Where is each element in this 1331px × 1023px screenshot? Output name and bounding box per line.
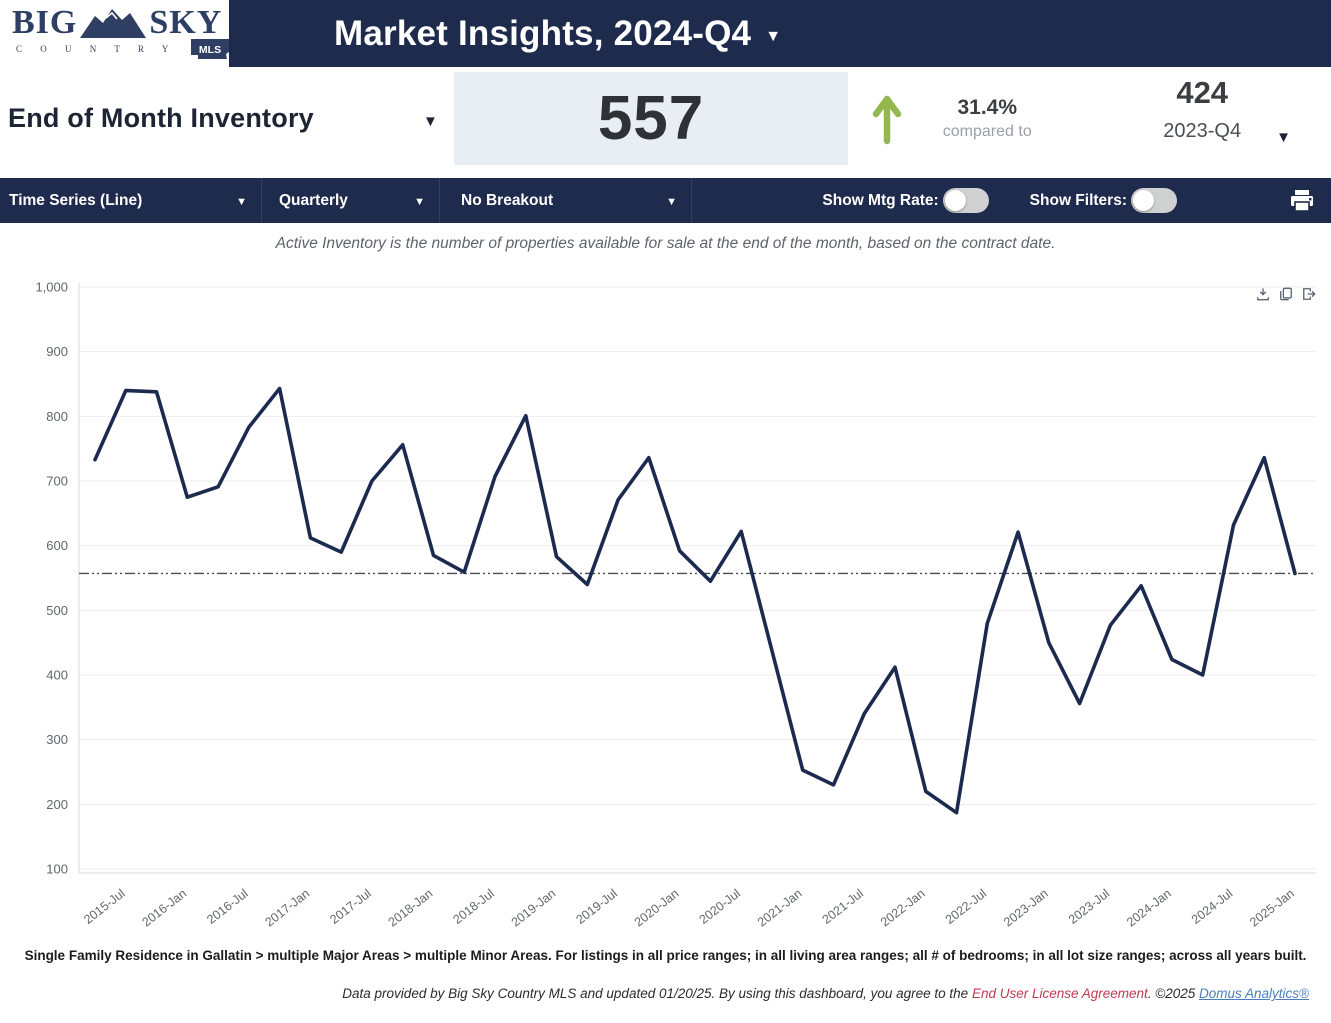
inventory-series-line: [93, 386, 1297, 815]
x-tick-label: 2019-Jan: [509, 886, 559, 929]
svg-text:MLS: MLS: [199, 44, 221, 56]
inventory-chart: 1,000 900 800 700 600 500 400 300 200 100 2015-Jul…: [0, 265, 1331, 940]
show-filters-group: Show Filters:: [1030, 188, 1177, 213]
x-tick-label: 2017-Jul: [327, 886, 373, 927]
logo-word-big: BIG: [12, 4, 78, 41]
x-tick-label: 2021-Jul: [820, 886, 866, 927]
y-tick-label: 1,000: [35, 280, 68, 295]
chevron-down-icon: ▼: [666, 195, 677, 208]
logo-word-sky: SKY: [149, 4, 223, 41]
chart-type-label: Time Series (Line): [9, 191, 143, 209]
frequency-label: Quarterly: [279, 191, 348, 209]
toolbar: Time Series (Line) ▼ Quarterly ▼ No Brea…: [0, 178, 1331, 223]
show-filters-toggle[interactable]: [1131, 188, 1177, 213]
metric-name: End of Month Inventory: [8, 103, 314, 133]
show-mtg-rate-label: Show Mtg Rate:: [822, 191, 939, 209]
domus-analytics-link[interactable]: Domus Analytics®: [1199, 986, 1309, 1001]
y-tick-label: 700: [46, 474, 68, 489]
eula-link[interactable]: End User License Agreement: [971, 986, 1148, 1001]
credit-text: Data provided by Big Sky Country MLS and…: [342, 986, 972, 1001]
filters-summary: Single Family Residence in Gallatin > mu…: [24, 947, 1307, 963]
y-tick-label: 500: [46, 603, 68, 618]
x-tick-label: 2022-Jul: [943, 886, 989, 927]
y-tick-label: 900: [46, 344, 68, 359]
breakout-select[interactable]: No Breakout ▼: [440, 178, 692, 223]
x-tick-label: 2024-Jan: [1124, 886, 1174, 929]
y-tick-label: 600: [46, 538, 68, 553]
show-filters-label: Show Filters:: [1029, 191, 1127, 209]
comparison-value: 424: [1176, 75, 1229, 110]
logo-subrow: C O U N T R Y MLS: [12, 38, 230, 60]
x-tick-label: 2017-Jan: [263, 886, 313, 929]
credit-text: . ©2025: [1147, 986, 1200, 1001]
breakout-label: No Breakout: [461, 191, 554, 209]
current-value: 557: [597, 84, 705, 153]
show-mtg-rate-group: Show Mtg Rate:: [822, 188, 989, 213]
copy-icon[interactable]: [1279, 287, 1293, 301]
x-tick-label: 2019-Jul: [574, 886, 620, 927]
x-tick-label: 2016-Jul: [204, 886, 250, 927]
logo-wordmark: BIG SKY: [12, 6, 229, 40]
trend-indicator: 31.4% compared to: [872, 93, 1066, 145]
x-tick-label: 2020-Jul: [697, 886, 743, 927]
comparison-block: 424 2023-Q4: [1128, 67, 1276, 143]
y-tick-label: 200: [46, 797, 68, 812]
x-tick-label: 2023-Jul: [1066, 886, 1112, 927]
metric-dropdown-caret-icon: ▼: [423, 113, 438, 130]
chart-action-buttons: [1256, 287, 1316, 301]
x-tick-label: 2023-Jan: [1001, 886, 1051, 929]
x-tick-label: 2022-Jan: [878, 886, 928, 929]
footer-filters-row: Single Family Residence in Gallatin > mu…: [0, 940, 1331, 970]
current-value-box: 557: [453, 72, 849, 165]
compared-to-label: compared to: [942, 123, 1032, 140]
toggle-knob: [1133, 190, 1154, 211]
toggle-knob: [944, 190, 966, 211]
header: BIG SKY C O U N T R Y MLS Market Insight…: [0, 0, 1331, 67]
y-tick-label: 800: [46, 409, 68, 424]
x-tick-label: 2018-Jan: [386, 886, 436, 929]
y-tick-label: 400: [46, 668, 68, 683]
inventory-line-chart-canvas[interactable]: 1,000 900 800 700 600 500 400 300 200 100 2015-Jul…: [0, 265, 1331, 940]
show-mtg-rate-toggle[interactable]: [942, 188, 989, 213]
footer-credit-row: Data provided by Big Sky Country MLS and…: [0, 970, 1331, 1023]
export-icon[interactable]: [1302, 287, 1316, 301]
trend-text: 31.4% compared to: [908, 96, 1066, 141]
x-tick-label: 2020-Jan: [632, 886, 682, 929]
title-dropdown-caret-icon[interactable]: ▼: [765, 27, 782, 45]
frequency-select[interactable]: Quarterly ▼: [262, 178, 440, 223]
x-tick-label: 2016-Jan: [139, 886, 189, 929]
divider-gap: [0, 170, 1331, 178]
mountain-icon: [80, 9, 147, 38]
mls-montana-badge: MLS: [190, 38, 230, 60]
metric-description: Active Inventory is the number of proper…: [275, 235, 1056, 252]
metric-row: End of Month Inventory ▼ 557 31.4% compa…: [0, 67, 1331, 170]
title-bar: Market Insights, 2024-Q4 ▼: [229, 0, 1331, 67]
logo-country-text: C O U N T R Y: [16, 44, 177, 54]
x-tick-label: 2025-Jan: [1247, 886, 1297, 929]
x-tick-label: 2015-Jul: [81, 886, 127, 927]
metric-selector[interactable]: End of Month Inventory ▼: [8, 103, 438, 134]
chevron-down-icon: ▼: [236, 195, 247, 208]
download-icon[interactable]: [1256, 287, 1270, 301]
up-arrow-icon: [873, 95, 902, 144]
print-icon[interactable]: [1289, 189, 1315, 213]
y-tick-label: 100: [46, 862, 68, 877]
chevron-down-icon: ▼: [414, 195, 425, 208]
chart-type-select[interactable]: Time Series (Line) ▼: [0, 178, 262, 223]
y-tick-label: 300: [46, 732, 68, 747]
comparison-period-dropdown-caret-icon[interactable]: ▼: [1276, 129, 1291, 146]
comparison-period: 2023-Q4: [1163, 120, 1242, 142]
description-row: Active Inventory is the number of proper…: [0, 223, 1331, 265]
big-sky-country-mls-logo: BIG SKY C O U N T R Y MLS: [0, 0, 230, 67]
x-tick-label: 2018-Jul: [450, 886, 496, 927]
x-tick-label: 2024-Jul: [1189, 886, 1235, 927]
page-title: Market Insights, 2024-Q4: [334, 13, 752, 53]
change-percent: 31.4%: [957, 96, 1018, 119]
x-tick-label: 2021-Jan: [755, 886, 805, 929]
